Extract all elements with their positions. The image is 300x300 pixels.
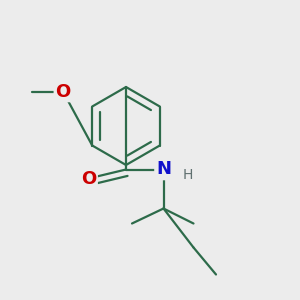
Text: H: H: [182, 168, 193, 182]
Text: O: O: [81, 169, 96, 188]
Text: N: N: [156, 160, 171, 178]
Text: O: O: [56, 82, 70, 100]
